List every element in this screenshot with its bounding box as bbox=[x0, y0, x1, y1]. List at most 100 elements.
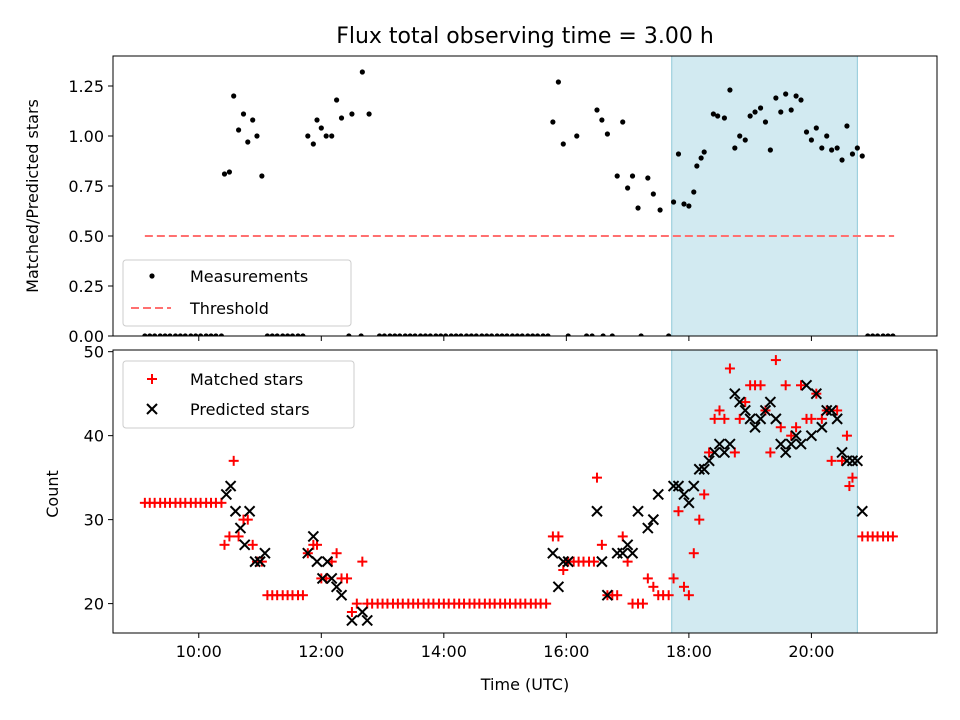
predicted-star-point bbox=[642, 522, 654, 534]
predicted-star-point bbox=[713, 438, 726, 450]
matched-star-point bbox=[841, 430, 852, 441]
measurement-point bbox=[657, 207, 663, 213]
measurement-point bbox=[152, 333, 158, 336]
measurement-point bbox=[198, 333, 204, 336]
matched-star-point bbox=[765, 447, 776, 458]
predicted-star-point bbox=[764, 396, 777, 408]
measurement-point bbox=[747, 113, 753, 119]
top-y-tick-label: 0.50 bbox=[68, 227, 104, 246]
measurement-point bbox=[600, 333, 606, 336]
measurement-point bbox=[635, 205, 641, 211]
measurement-point bbox=[504, 333, 510, 336]
measurement-point bbox=[701, 149, 707, 155]
measurement-point bbox=[545, 333, 551, 336]
measurement-point bbox=[443, 333, 449, 336]
measurement-point bbox=[218, 333, 225, 336]
matched-star-point bbox=[256, 556, 267, 567]
predicted-star-point bbox=[621, 539, 634, 551]
matched-star-point bbox=[795, 380, 806, 391]
measurement-point bbox=[157, 333, 163, 336]
chart-title: Flux total observing time = 3.00 h bbox=[336, 24, 714, 49]
measurement-point bbox=[694, 163, 700, 169]
measurement-point bbox=[854, 145, 860, 151]
bottom-x-tick-label: 20:00 bbox=[788, 642, 834, 661]
measurement-point bbox=[727, 87, 733, 93]
measurement-point bbox=[167, 333, 173, 336]
measurement-point bbox=[499, 333, 505, 336]
predicted-star-point bbox=[220, 488, 233, 501]
predicted-star-point bbox=[678, 488, 690, 501]
measurement-point bbox=[534, 333, 541, 336]
matched-star-point bbox=[247, 539, 258, 550]
measurement-point bbox=[565, 333, 571, 336]
measurement-point bbox=[412, 333, 418, 336]
top-data-layer bbox=[142, 69, 896, 336]
measurement-point bbox=[757, 105, 764, 111]
measurement-point bbox=[514, 333, 520, 336]
measurement-point bbox=[453, 333, 459, 336]
matched-star-point bbox=[714, 405, 725, 416]
measurement-point bbox=[245, 139, 251, 145]
predicted-star-point bbox=[703, 455, 715, 467]
measurement-point bbox=[752, 109, 758, 115]
predicted-star-point bbox=[724, 438, 736, 450]
measurement-point bbox=[645, 175, 651, 181]
top-panel: Flux total observing time = 3.00 h Match… bbox=[23, 24, 938, 346]
measurement-point bbox=[188, 333, 194, 336]
measurement-point bbox=[162, 333, 168, 336]
top-y-axis-label: Matched/Predicted stars bbox=[23, 99, 42, 293]
measurement-point bbox=[338, 115, 345, 121]
measurement-point bbox=[250, 117, 256, 123]
measurement-point bbox=[666, 333, 672, 336]
measurement-point bbox=[310, 141, 316, 147]
predicted-star-point bbox=[770, 413, 782, 425]
measurement-point bbox=[231, 93, 237, 99]
measurement-point bbox=[849, 151, 856, 157]
measurement-point bbox=[448, 333, 454, 336]
predicted-star-point bbox=[734, 396, 746, 408]
measurement-point bbox=[620, 119, 626, 125]
predicted-star-point bbox=[311, 555, 323, 568]
legend-threshold-label: Threshold bbox=[189, 299, 269, 318]
predicted-star-point bbox=[632, 505, 644, 517]
predicted-star-point bbox=[708, 446, 721, 459]
measurement-point bbox=[819, 145, 825, 151]
matched-star-point bbox=[219, 539, 230, 550]
measurement-point bbox=[778, 109, 784, 115]
measurement-point bbox=[221, 171, 228, 177]
predicted-star-point bbox=[356, 606, 369, 618]
matched-star-point bbox=[847, 472, 858, 483]
measurement-point bbox=[834, 145, 840, 151]
top-observing-window bbox=[671, 56, 858, 336]
predicted-star-point bbox=[698, 463, 710, 475]
measurement-point bbox=[614, 173, 620, 179]
predicted-star-point bbox=[316, 572, 329, 585]
bottom-x-tick-label: 16:00 bbox=[543, 642, 589, 661]
predicted-star-point bbox=[249, 555, 261, 568]
measurement-point bbox=[484, 333, 490, 336]
measurement-point bbox=[691, 189, 697, 195]
measurement-point bbox=[407, 333, 413, 336]
measurement-point bbox=[213, 333, 219, 336]
measurement-point bbox=[438, 333, 444, 336]
top-y-tick-label: 1.00 bbox=[68, 127, 104, 146]
measurement-point bbox=[788, 107, 794, 113]
predicted-star-point bbox=[729, 387, 741, 400]
measurement-point bbox=[589, 333, 595, 336]
measurement-point bbox=[314, 117, 320, 123]
measurement-point bbox=[560, 141, 566, 147]
measurement-point bbox=[427, 333, 433, 336]
bottom-y-tick-label: 30 bbox=[84, 511, 104, 530]
matched-star-point bbox=[591, 472, 602, 483]
bottom-y-axis-label: Count bbox=[43, 470, 62, 518]
measurement-point bbox=[803, 129, 810, 135]
predicted-star-point bbox=[667, 480, 680, 492]
measurement-point bbox=[359, 69, 365, 75]
bottom-legend-box bbox=[122, 360, 355, 429]
bottom-x-tick-label: 14:00 bbox=[421, 642, 467, 661]
measurement-point bbox=[402, 333, 408, 336]
measurement-point bbox=[839, 157, 845, 163]
top-y-tick-label: 0.00 bbox=[68, 327, 104, 346]
predicted-star-point bbox=[790, 429, 802, 442]
